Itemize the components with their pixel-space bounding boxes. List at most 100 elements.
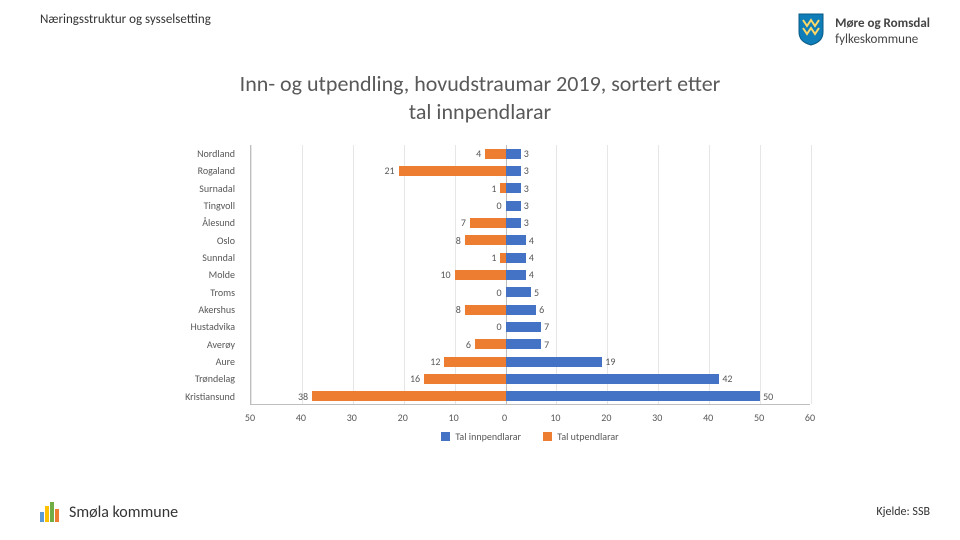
bar-innpendlarar	[506, 183, 521, 193]
value-label: 6	[539, 303, 544, 316]
x-tick-label: 60	[805, 411, 815, 424]
bar-utpendlarar	[399, 166, 506, 176]
gridline	[760, 145, 761, 404]
bar-innpendlarar	[506, 270, 526, 280]
value-label: 50	[763, 390, 773, 403]
bar-innpendlarar	[506, 322, 542, 332]
legend-item: Tal utpendlarar	[543, 430, 618, 443]
gridline	[658, 145, 659, 404]
x-tick-label: 40	[703, 411, 713, 424]
legend-label: Tal innpendlarar	[455, 430, 521, 443]
value-label: 3	[524, 199, 529, 212]
category-label: Akershus	[145, 303, 235, 316]
chart-title-line2: tal innpendlarar	[0, 98, 960, 126]
bar-utpendlarar	[455, 270, 506, 280]
gridline	[404, 145, 405, 404]
value-label: 1	[491, 251, 496, 264]
chart-plot: Nordland43Rogaland213Surnadal13Tingvoll0…	[250, 145, 810, 405]
category-label: Molde	[145, 268, 235, 281]
value-label: 8	[456, 303, 461, 316]
x-tick-label: 50	[245, 411, 255, 424]
value-label: 4	[529, 251, 534, 264]
value-label: 4	[529, 268, 534, 281]
gridline	[353, 145, 354, 404]
category-label: Rogaland	[145, 164, 235, 177]
category-label: Aure	[145, 355, 235, 368]
value-label: 16	[410, 372, 420, 385]
bar-innpendlarar	[506, 357, 603, 367]
shield-icon	[797, 12, 825, 51]
bars-icon	[40, 502, 59, 522]
bar-innpendlarar	[506, 253, 526, 263]
municipality-name: Smøla kommune	[69, 503, 178, 522]
value-label: 19	[605, 355, 615, 368]
category-label: Sunndal	[145, 251, 235, 264]
category-label: Hustadvika	[145, 320, 235, 333]
x-axis-ticks: 50403020100102030405060	[250, 407, 810, 425]
x-tick-label: 20	[398, 411, 408, 424]
source-text: Kjelde: SSB	[876, 505, 930, 519]
section-title: Næringsstruktur og sysselsetting	[40, 12, 211, 27]
chart-title-line1: Inn- og utpendling, hovudstraumar 2019, …	[0, 70, 960, 98]
bar-utpendlarar	[470, 218, 506, 228]
value-label: 0	[496, 320, 501, 333]
value-label: 0	[496, 286, 501, 299]
value-label: 3	[524, 164, 529, 177]
bar-utpendlarar	[465, 305, 506, 315]
chart-title: Inn- og utpendling, hovudstraumar 2019, …	[0, 70, 960, 125]
category-label: Tingvoll	[145, 199, 235, 212]
org-name-line2: fylkeskommune	[835, 32, 930, 48]
value-label: 3	[524, 182, 529, 195]
legend-swatch	[543, 432, 552, 441]
bar-innpendlarar	[506, 305, 537, 315]
value-label: 0	[496, 199, 501, 212]
value-label: 7	[461, 216, 466, 229]
value-label: 6	[466, 338, 471, 351]
category-label: Surnadal	[145, 182, 235, 195]
category-label: Ålesund	[145, 216, 235, 229]
value-label: 21	[384, 164, 394, 177]
bar-utpendlarar	[424, 374, 505, 384]
x-tick-label: 50	[754, 411, 764, 424]
gridline	[709, 145, 710, 404]
chart-legend: Tal innpendlarar Tal utpendlarar	[250, 430, 810, 444]
gridline	[811, 145, 812, 404]
bar-innpendlarar	[506, 149, 521, 159]
bar-innpendlarar	[506, 166, 521, 176]
x-tick-label: 40	[296, 411, 306, 424]
x-tick-label: 10	[550, 411, 560, 424]
value-label: 42	[722, 372, 732, 385]
bar-innpendlarar	[506, 235, 526, 245]
legend-item: Tal innpendlarar	[441, 430, 521, 443]
org-logo-block: Møre og Romsdal fylkeskommune	[797, 12, 930, 51]
value-label: 4	[476, 147, 481, 160]
org-name-line1: Møre og Romsdal	[835, 16, 930, 32]
bar-innpendlarar	[506, 374, 720, 384]
footer-left: Smøla kommune	[40, 502, 178, 522]
bar-innpendlarar	[506, 391, 761, 401]
bar-utpendlarar	[444, 357, 505, 367]
value-label: 1	[491, 182, 496, 195]
bar-utpendlarar	[475, 339, 506, 349]
bar-utpendlarar	[312, 391, 505, 401]
category-label: Trøndelag	[145, 372, 235, 385]
category-label: Nordland	[145, 147, 235, 160]
gridline	[251, 145, 252, 404]
legend-label: Tal utpendlarar	[557, 430, 618, 443]
bar-innpendlarar	[506, 287, 531, 297]
category-label: Kristiansund	[145, 390, 235, 403]
value-label: 3	[524, 216, 529, 229]
x-tick-label: 30	[652, 411, 662, 424]
category-label: Averøy	[145, 338, 235, 351]
bar-innpendlarar	[506, 339, 542, 349]
x-tick-label: 20	[601, 411, 611, 424]
bar-utpendlarar	[485, 149, 505, 159]
x-tick-label: 10	[449, 411, 459, 424]
value-label: 12	[430, 355, 440, 368]
category-label: Oslo	[145, 234, 235, 247]
value-label: 7	[544, 338, 549, 351]
bar-innpendlarar	[506, 201, 521, 211]
x-tick-label: 30	[347, 411, 357, 424]
legend-swatch	[441, 432, 450, 441]
value-label: 4	[529, 234, 534, 247]
